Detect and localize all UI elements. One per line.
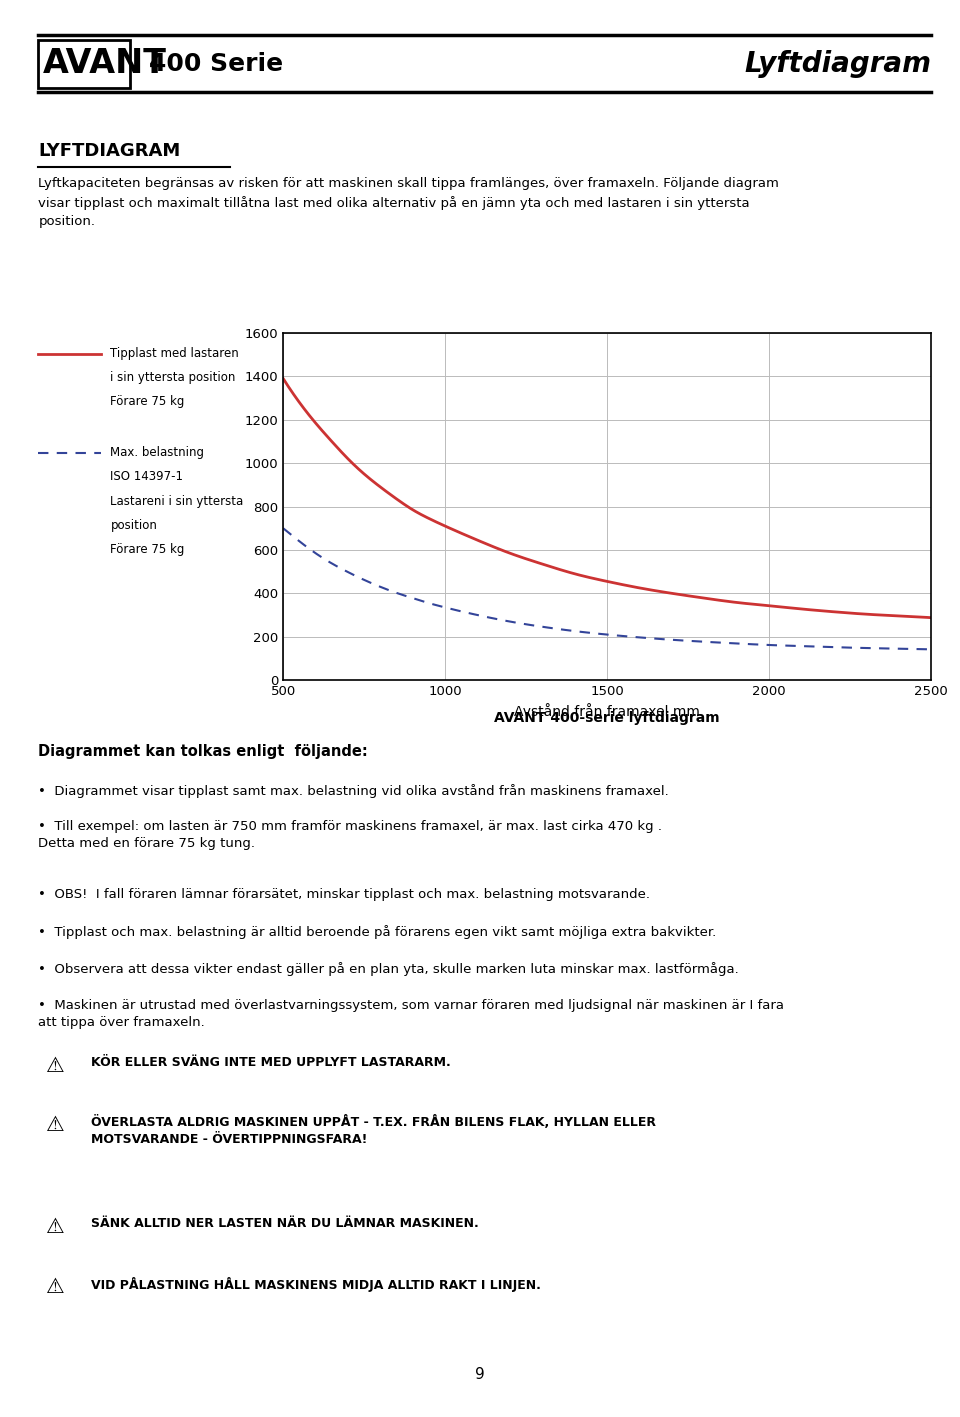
Text: position: position — [110, 519, 157, 531]
Text: ⚠: ⚠ — [46, 1056, 65, 1076]
Text: ⚠: ⚠ — [46, 1277, 65, 1297]
Text: VID PÅLASTNING HÅLL MASKINENS MIDJA ALLTID RAKT I LINJEN.: VID PÅLASTNING HÅLL MASKINENS MIDJA ALLT… — [91, 1277, 541, 1292]
Text: Förare 75 kg: Förare 75 kg — [110, 395, 184, 408]
Text: AVANT 400-serie lyftdiagram: AVANT 400-serie lyftdiagram — [494, 711, 720, 726]
Text: ⚠: ⚠ — [46, 1217, 65, 1237]
Text: Lastareni i sin yttersta: Lastareni i sin yttersta — [110, 495, 244, 507]
Text: Diagrammet kan tolkas enligt  följande:: Diagrammet kan tolkas enligt följande: — [38, 744, 368, 760]
Text: 400 Serie: 400 Serie — [149, 52, 283, 75]
Text: i sin yttersta position: i sin yttersta position — [110, 371, 236, 384]
Text: •  OBS!  I fall föraren lämnar förarsätet, minskar tipplast och max. belastning : • OBS! I fall föraren lämnar förarsätet,… — [38, 888, 651, 901]
Text: •  Diagrammet visar tipplast samt max. belastning vid olika avstånd från maskine: • Diagrammet visar tipplast samt max. be… — [38, 784, 669, 798]
Text: ÖVERLASTA ALDRIG MASKINEN UPPÅT - T.EX. FRÅN BILENS FLAK, HYLLAN ELLER
MOTSVARAN: ÖVERLASTA ALDRIG MASKINEN UPPÅT - T.EX. … — [91, 1115, 657, 1146]
X-axis label: Avstånd från framaxel mm: Avstånd från framaxel mm — [515, 706, 700, 718]
Text: Förare 75 kg: Förare 75 kg — [110, 543, 184, 555]
Text: LYFTDIAGRAM: LYFTDIAGRAM — [38, 142, 180, 160]
Text: Lyftdiagram: Lyftdiagram — [744, 50, 931, 78]
Text: •  Tipplast och max. belastning är alltid beroende på förarens egen vikt samt mö: • Tipplast och max. belastning är alltid… — [38, 925, 717, 939]
Text: •  Maskinen är utrustad med överlastvarningssystem, som varnar föraren med ljuds: • Maskinen är utrustad med överlastvarni… — [38, 999, 784, 1029]
Text: •  Till exempel: om lasten är 750 mm framför maskinens framaxel, är max. last ci: • Till exempel: om lasten är 750 mm fram… — [38, 820, 662, 850]
Text: Max. belastning: Max. belastning — [110, 446, 204, 459]
Text: •  Observera att dessa vikter endast gäller på en plan yta, skulle marken luta m: • Observera att dessa vikter endast gäll… — [38, 962, 739, 976]
Text: ⚠: ⚠ — [46, 1115, 65, 1135]
Text: ISO 14397-1: ISO 14397-1 — [110, 470, 183, 483]
Text: SÄNK ALLTID NER LASTEN NÄR DU LÄMNAR MASKINEN.: SÄNK ALLTID NER LASTEN NÄR DU LÄMNAR MAS… — [91, 1217, 479, 1230]
Text: KÖR ELLER SVÄNG INTE MED UPPLYFT LASTARARM.: KÖR ELLER SVÄNG INTE MED UPPLYFT LASTARA… — [91, 1056, 451, 1068]
Text: 9: 9 — [475, 1366, 485, 1382]
Text: Lyftkapaciteten begränsas av risken för att maskinen skall tippa framlänges, öve: Lyftkapaciteten begränsas av risken för … — [38, 177, 780, 228]
Text: AVANT: AVANT — [43, 47, 167, 81]
Text: Tipplast med lastaren: Tipplast med lastaren — [110, 347, 239, 360]
